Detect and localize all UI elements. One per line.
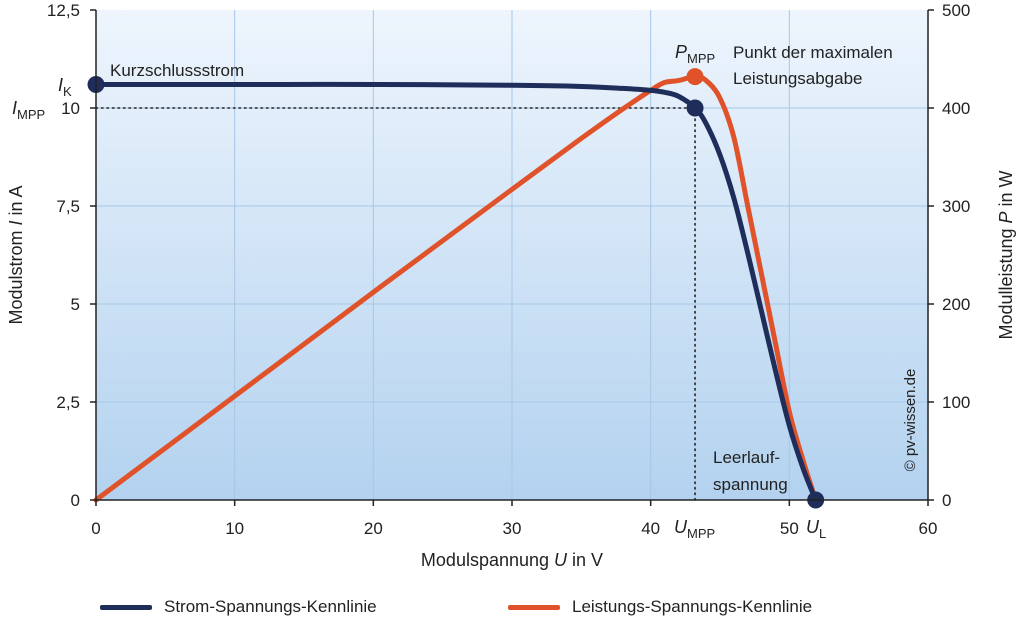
y-left-tick-label-4: 10 — [61, 99, 80, 118]
y-right-tick-label-5: 500 — [942, 1, 970, 20]
x-tick-label-4: 40 — [641, 519, 660, 538]
legend-swatch-power — [508, 604, 560, 610]
y-left-tick-label-5: 12,5 — [47, 1, 80, 20]
x-tick-label-0: 0 — [91, 519, 100, 538]
x-tick-label-5: 50 — [780, 519, 799, 538]
legend-swatch-current — [100, 604, 152, 610]
y-left-tick-label-0: 0 — [71, 491, 80, 510]
ul-marker-label: UL — [806, 517, 826, 541]
iv-pv-chart: 0 10 20 30 40 50 6002,557,51012,50100200300400… — [6, 1, 1016, 570]
x-tick-label-2: 20 — [364, 519, 383, 538]
series-line-power — [93, 74, 819, 503]
y-left-tick-label-1: 2,5 — [56, 393, 80, 412]
impp-marker-label: IMPP — [12, 98, 45, 122]
legend-label-power: Leistungs-Spannungs-Kennlinie — [572, 597, 813, 616]
mpp-annotation-line1: Punkt der maximalen — [733, 43, 893, 62]
mpp-annotation-line2: Leistungsabgabe — [733, 69, 863, 88]
y-right-tick-label-2: 200 — [942, 295, 970, 314]
point-impp — [686, 99, 704, 117]
umpp-marker-label: UMPP — [674, 517, 715, 541]
kurzschlussstrom-annotation: Kurzschlussstrom — [110, 61, 244, 80]
legend-label-current: Strom-Spannungs-Kennlinie — [164, 597, 377, 616]
x-tick-label-1: 10 — [225, 519, 244, 538]
y-left-axis-title: Modulstrom I in A — [6, 185, 26, 324]
y-right-tick-label-4: 400 — [942, 99, 970, 118]
legend-item-power: Leistungs-Spannungs-Kennlinie — [508, 594, 812, 620]
legend-item-current: Strom-Spannungs-Kennlinie — [100, 594, 377, 620]
series-lines — [93, 74, 819, 503]
y-right-axis-title: Modulleistung P in W — [996, 170, 1016, 339]
ik-marker-label: IK — [58, 75, 72, 99]
x-tick-label-3: 30 — [503, 519, 522, 538]
point-pmpp — [686, 68, 704, 86]
tick-labels: 0 10 20 30 40 50 6002,557,51012,50100200300400… — [47, 1, 970, 538]
pmpp-marker-label: PMPP — [675, 42, 715, 66]
x-axis-title: Modulspannung U in V — [421, 550, 603, 570]
y-left-tick-label-2: 5 — [71, 295, 80, 314]
leerlauf-annotation-line2: spannung — [713, 475, 788, 494]
series-line-current — [93, 81, 819, 503]
y-right-tick-label-1: 100 — [942, 393, 970, 412]
x-tick-label-6: 60 — [919, 519, 938, 538]
leerlauf-annotation-line1: Leerlauf- — [713, 448, 780, 467]
y-right-tick-label-0: 0 — [942, 491, 951, 510]
copyright-watermark: © pv-wissen.de — [902, 369, 919, 472]
y-right-tick-label-3: 300 — [942, 197, 970, 216]
mpp-reference-lines — [95, 107, 696, 501]
y-left-tick-label-3: 7,5 — [56, 197, 80, 216]
